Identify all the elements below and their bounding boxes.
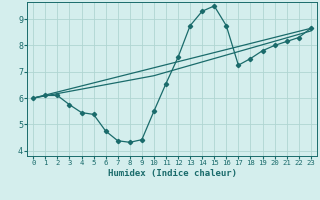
X-axis label: Humidex (Indice chaleur): Humidex (Indice chaleur) [108,169,236,178]
